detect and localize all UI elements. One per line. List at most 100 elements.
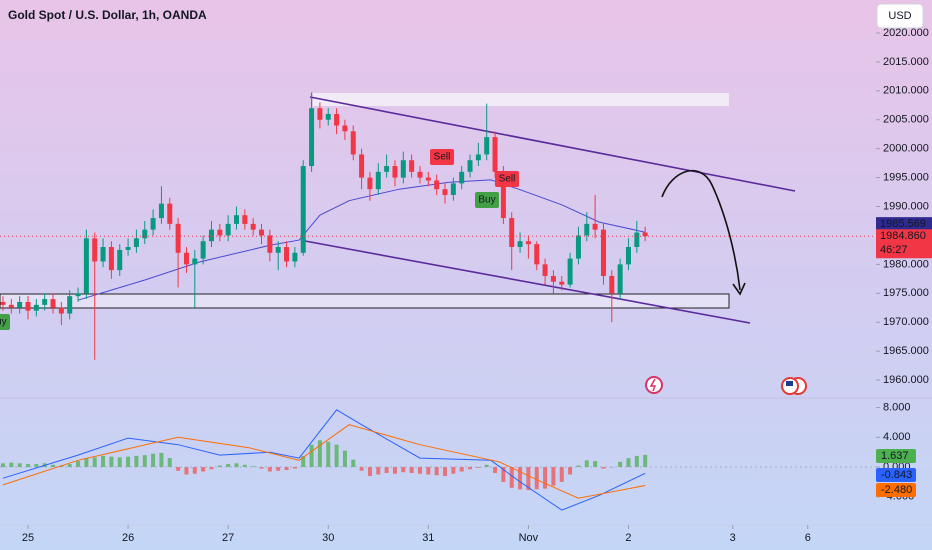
macd-histogram-bar bbox=[17, 463, 22, 468]
macd-histogram-bar bbox=[484, 464, 489, 468]
candle-body bbox=[259, 229, 265, 236]
y-tick-label: 2005.000 bbox=[883, 114, 929, 126]
macd-histogram-bar bbox=[359, 467, 364, 471]
macd-histogram-bar bbox=[251, 466, 256, 468]
channel-upper bbox=[309, 96, 796, 192]
candle-body bbox=[550, 275, 556, 282]
macd-histogram-bar bbox=[201, 467, 206, 472]
macd-histogram-bar bbox=[226, 464, 231, 468]
x-tick-label: 26 bbox=[122, 532, 134, 544]
y-tick-label: 2000.000 bbox=[883, 143, 929, 155]
candle-body bbox=[83, 238, 89, 294]
candle-body bbox=[75, 293, 81, 297]
y-tick-label: 1975.000 bbox=[883, 287, 929, 299]
macd-histogram-bar bbox=[468, 467, 473, 470]
macd-histogram-bar bbox=[601, 467, 606, 469]
candle-body bbox=[442, 189, 448, 195]
candle-body bbox=[284, 247, 290, 262]
candle-body bbox=[58, 307, 64, 314]
macd-line bbox=[2, 409, 646, 511]
candle-body bbox=[117, 249, 123, 271]
candle-body bbox=[475, 154, 481, 161]
support-zone bbox=[0, 293, 730, 309]
signal-label: Buy bbox=[478, 195, 495, 206]
candle-body bbox=[342, 125, 348, 132]
countdown: 46:27 bbox=[880, 244, 908, 256]
macd-histogram-bar bbox=[326, 441, 331, 468]
macd-histogram-bar bbox=[192, 467, 197, 474]
candle-body bbox=[517, 241, 523, 248]
macd-value-label: -0.843 bbox=[881, 469, 912, 481]
candle-body bbox=[167, 203, 173, 224]
macd-histogram-bar bbox=[317, 440, 322, 468]
candle-body bbox=[125, 247, 131, 250]
macd-histogram-bar bbox=[593, 461, 598, 468]
candle-body bbox=[467, 160, 473, 172]
us-flag-icon[interactable] bbox=[781, 377, 807, 395]
y2-tick-label: 8.000 bbox=[883, 401, 911, 413]
x-tick-label: 25 bbox=[22, 532, 34, 544]
currency-label[interactable]: USD bbox=[888, 10, 911, 22]
macd-histogram-bar bbox=[301, 455, 306, 468]
candle-body bbox=[450, 183, 456, 195]
candle-body bbox=[375, 171, 381, 190]
macd-histogram-bar bbox=[284, 467, 289, 471]
signal-label: Sell bbox=[434, 152, 451, 163]
candle-body bbox=[292, 252, 298, 262]
macd-value-box bbox=[876, 449, 916, 463]
event-icon[interactable] bbox=[645, 376, 663, 394]
macd-histogram-bar bbox=[568, 467, 573, 475]
candle-body bbox=[617, 264, 623, 294]
macd-histogram-bar bbox=[267, 467, 272, 472]
macd-histogram-bar bbox=[9, 462, 14, 468]
candle-body bbox=[25, 301, 31, 311]
price-pane: Buy Sell Buy Sell bbox=[0, 92, 876, 360]
macd-histogram-bar bbox=[309, 444, 314, 468]
macd-histogram-bar bbox=[67, 464, 72, 468]
macd-histogram-bar bbox=[426, 467, 431, 475]
macd-histogram-bar bbox=[409, 467, 414, 473]
candle-body bbox=[225, 223, 231, 236]
macd-histogram-bar bbox=[384, 467, 389, 473]
candle-body bbox=[559, 281, 565, 285]
candle-body bbox=[158, 203, 164, 219]
macd-histogram-bar bbox=[576, 465, 581, 468]
macd-histogram-bar bbox=[518, 467, 523, 490]
macd-histogram-bar bbox=[634, 455, 639, 468]
candle-body bbox=[534, 244, 540, 265]
projection-arrow bbox=[661, 169, 741, 291]
y-tick-label: 1995.000 bbox=[883, 172, 929, 184]
candle-body bbox=[642, 232, 648, 237]
macd-histogram-bar bbox=[234, 463, 239, 468]
candle-body bbox=[17, 301, 23, 308]
candle-body bbox=[250, 223, 256, 230]
candle-body bbox=[609, 275, 615, 294]
chart-title: Gold Spot / U.S. Dollar, 1h, OANDA bbox=[8, 8, 207, 22]
candle-body bbox=[575, 235, 581, 259]
x-tick-label: 31 bbox=[422, 532, 434, 544]
currency-button[interactable] bbox=[876, 3, 924, 29]
x-tick-label: 3 bbox=[730, 532, 736, 544]
candle-body bbox=[567, 258, 573, 285]
macd-value-label: -2.480 bbox=[881, 484, 912, 496]
candle-body bbox=[33, 304, 39, 311]
candle-body bbox=[175, 223, 181, 253]
macd-histogram-bar bbox=[618, 461, 623, 468]
macd-value-label: 1.637 bbox=[881, 450, 909, 462]
macd-value-box bbox=[876, 483, 916, 497]
macd-histogram-bar bbox=[109, 456, 114, 468]
candle-body bbox=[625, 247, 631, 265]
macd-histogram-bar bbox=[167, 458, 172, 468]
signal-marker bbox=[0, 314, 10, 330]
candle-body bbox=[92, 238, 98, 262]
x-tick-label: 27 bbox=[222, 532, 234, 544]
macd-histogram-bar bbox=[559, 467, 564, 482]
macd-histogram-bar bbox=[451, 467, 456, 474]
macd-histogram-bar bbox=[184, 467, 189, 475]
axes: 1960.000 1965.000 1970.000 1975.000 1980.000… bbox=[22, 27, 932, 544]
candle-body bbox=[484, 137, 490, 155]
macd-histogram-bar bbox=[117, 457, 122, 468]
macd-histogram-bar bbox=[443, 467, 447, 476]
